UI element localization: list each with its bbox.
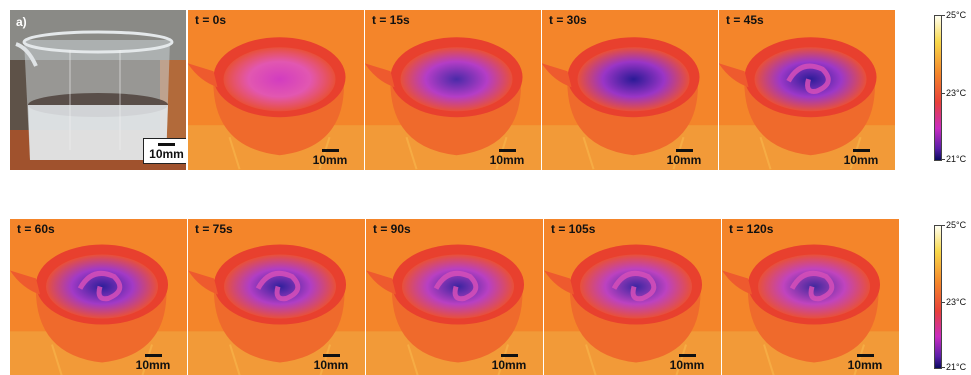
scale-bar: 10mm [835, 149, 887, 166]
thermal-frame: t = 15s 10mm [365, 10, 541, 170]
scale-bar-line [322, 354, 340, 357]
scale-bar-line [675, 149, 693, 152]
scale-bar-label: 10mm [669, 358, 705, 372]
photo-scale-bar: 10mm [143, 138, 186, 164]
scale-bar-label: 10mm [135, 358, 171, 372]
thermal-frame: t = 105s 10mm [544, 219, 721, 375]
time-label: t = 0s [195, 13, 227, 27]
scale-bar-label: 10mm [843, 153, 879, 167]
thermal-image [719, 10, 895, 170]
thermal-image [542, 10, 718, 170]
scale-bar-line [678, 354, 696, 357]
thermal-image [366, 219, 543, 375]
thermal-image [188, 10, 364, 170]
thermal-image [188, 219, 365, 375]
scale-bar: 10mm [304, 149, 356, 166]
time-label: t = 105s [551, 222, 596, 236]
beaker-photo-drawing [10, 10, 186, 170]
thermal-frame: t = 0s 10mm [188, 10, 364, 170]
scale-bar: 10mm [839, 354, 891, 371]
scale-bar: 10mm [127, 354, 179, 371]
scale-bar-line [498, 149, 516, 152]
scale-bar: 10mm [481, 149, 533, 166]
scale-bar-line [852, 149, 870, 152]
thermal-image [365, 10, 541, 170]
scale-bar-line [856, 354, 874, 357]
scale-bar: 10mm [661, 354, 713, 371]
scale-bar-label: 10mm [489, 153, 525, 167]
scale-bar-line [321, 149, 339, 152]
scale-bar-label: 10mm [847, 358, 883, 372]
time-label: t = 120s [729, 222, 774, 236]
scale-bar: 10mm [305, 354, 357, 371]
beaker-photo: a) 10mm [10, 10, 186, 170]
thermal-image [10, 219, 187, 375]
scale-bar-line [500, 354, 518, 357]
time-label: t = 75s [195, 222, 233, 236]
thermal-image [722, 219, 899, 375]
thermal-frame: t = 30s 10mm [542, 10, 718, 170]
colorbar-bottom-min: 21°C [940, 362, 967, 372]
colorbar-top-min: 21°C [940, 154, 967, 164]
colorbar-top-max: 25°C [940, 10, 967, 20]
scale-bar-label: 10mm [313, 358, 349, 372]
thermal-frame: t = 75s 10mm [188, 219, 365, 375]
colorbar-bottom-max: 25°C [940, 220, 967, 230]
time-label: t = 45s [726, 13, 764, 27]
time-label: t = 60s [17, 222, 55, 236]
thermal-frame: t = 90s 10mm [366, 219, 543, 375]
scale-bar: 10mm [658, 149, 710, 166]
time-label: t = 15s [372, 13, 410, 27]
scale-bar-label: 10mm [312, 153, 348, 167]
thermal-image [544, 219, 721, 375]
colorbar-top [934, 15, 942, 161]
colorbar-top-mid: 23°C [940, 88, 967, 98]
scale-bar-label: 10mm [149, 147, 184, 161]
colorbar-bottom-mid: 23°C [940, 297, 967, 307]
thermal-frame: t = 60s 10mm [10, 219, 187, 375]
panel-label: a) [16, 15, 27, 29]
scale-bar-label: 10mm [666, 153, 702, 167]
scale-bar-label: 10mm [491, 358, 527, 372]
colorbar-bottom [934, 225, 942, 369]
scale-bar-line [144, 354, 162, 357]
time-label: t = 30s [549, 13, 587, 27]
thermal-frame: t = 120s 10mm [722, 219, 899, 375]
scale-bar-line [158, 143, 175, 146]
scale-bar: 10mm [483, 354, 535, 371]
time-label: t = 90s [373, 222, 411, 236]
thermal-frame: t = 45s 10mm [719, 10, 895, 170]
